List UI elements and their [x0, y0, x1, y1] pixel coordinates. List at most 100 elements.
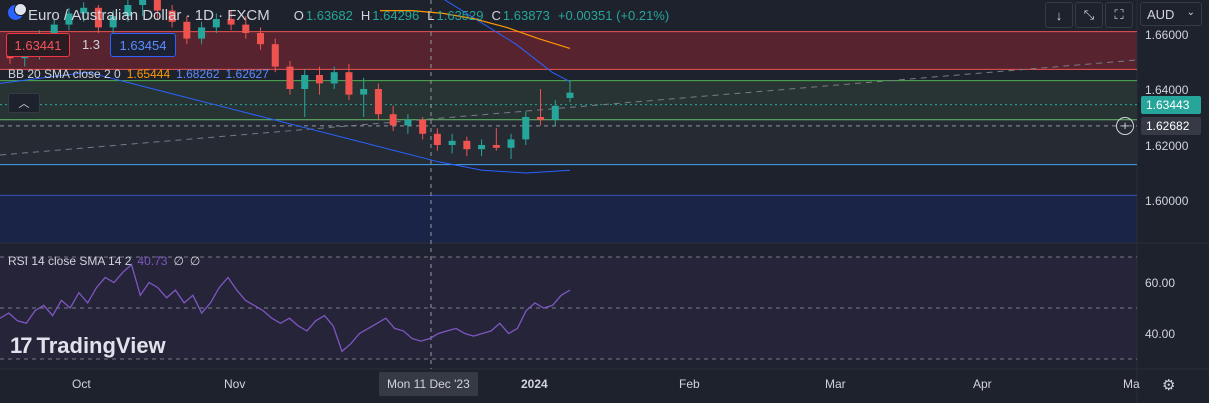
- candle-body: [478, 145, 486, 150]
- candle-body: [94, 7, 102, 28]
- time-label: Apr: [973, 377, 992, 391]
- currency-select[interactable]: AUD ⌄: [1140, 2, 1202, 26]
- mid-zone-band: [0, 119, 1137, 165]
- aud-flag-icon: [14, 3, 27, 16]
- bb-lower-value: 1.62627: [225, 67, 269, 81]
- candle-body: [463, 140, 471, 150]
- candle-body: [139, 0, 147, 5]
- time-label: Oct: [72, 377, 91, 391]
- rsi-extra-1: ∅: [173, 254, 184, 268]
- collapse-legend-button[interactable]: ︿: [8, 93, 40, 113]
- hold-zone-band: [0, 80, 1137, 120]
- ohlc-value: 1.63682: [305, 7, 353, 23]
- gear-icon[interactable]: ⚙: [1162, 377, 1176, 394]
- candle-body: [50, 24, 58, 33]
- fullscreen-button[interactable]: ⤡: [1075, 2, 1103, 28]
- price-tick: 1.62000: [1145, 139, 1189, 153]
- crosshair-price-label: 1.62682: [1141, 117, 1201, 135]
- rsi-tick: 60.00: [1145, 276, 1176, 290]
- candle-body: [183, 21, 191, 39]
- ohlc-key: O: [293, 7, 304, 23]
- candle-body: [404, 119, 412, 126]
- candle-body: [198, 27, 206, 39]
- scroll-down-button[interactable]: ↓: [1045, 2, 1073, 28]
- chevron-up-icon: ︿: [18, 98, 30, 110]
- time-label: Mar: [825, 377, 846, 391]
- bb-upper-line: [444, 0, 571, 83]
- screenshot-button[interactable]: ⛶: [1105, 2, 1133, 28]
- candle-body: [345, 72, 353, 95]
- candle-body: [448, 140, 456, 145]
- arrow-down-icon: ↓: [1055, 7, 1063, 23]
- candle-body: [65, 13, 73, 25]
- spread-value: 1.3: [81, 36, 101, 52]
- price-change: +0.00351 (+0.21%): [557, 7, 670, 23]
- buy-zone-band: [0, 195, 1137, 243]
- bb-legend[interactable]: BB 20 SMA close 2 0 1.65444 1.68262 1.62…: [8, 67, 269, 81]
- time-label: Feb: [679, 377, 700, 391]
- candle-body: [109, 16, 117, 28]
- currency-label: AUD: [1147, 6, 1175, 22]
- candle-body: [124, 5, 132, 17]
- candle-body: [227, 19, 235, 25]
- symbol-header: Euro / Australian Dollar · 1D · FXCM O 1.…: [8, 4, 669, 26]
- buy-button[interactable]: 1.63454: [110, 33, 176, 57]
- candle-body: [433, 133, 441, 145]
- candle-body: [374, 89, 382, 115]
- brand-name: TradingView: [36, 333, 166, 358]
- symbol-title[interactable]: Euro / Australian Dollar · 1D · FXCM: [28, 6, 270, 24]
- last-price-label: 1.63443: [1141, 96, 1201, 114]
- candle-body: [522, 117, 530, 140]
- rsi-name: RSI 14 close SMA 14 2: [8, 254, 132, 268]
- candle-body: [507, 139, 515, 148]
- candle-body: [566, 92, 574, 98]
- bb-basis-line: [380, 10, 571, 49]
- chevron-down-icon: ⌄: [1186, 7, 1195, 18]
- expand-icon: ⤡: [1083, 7, 1095, 22]
- ohlc-key: C: [491, 7, 501, 23]
- candle-body: [242, 24, 250, 33]
- time-label: Nov: [224, 377, 246, 391]
- rsi-extra-2: ∅: [189, 254, 201, 268]
- candle-body: [257, 33, 265, 45]
- trend-line: [0, 59, 1138, 156]
- candle-body: [271, 44, 279, 67]
- candle-body: [212, 19, 220, 28]
- rsi-line: [0, 263, 571, 353]
- candle-body: [301, 75, 309, 89]
- ohlc-values: O 1.63682 H 1.64296 L 1.63529 C 1.63873 +0.0…: [294, 8, 669, 23]
- candle-body: [360, 89, 368, 95]
- price-tick: 1.60000: [1145, 194, 1189, 208]
- candle-body: [153, 0, 161, 11]
- time-label: Ma: [1123, 377, 1140, 391]
- candle-body: [419, 119, 427, 134]
- candle-body: [551, 105, 559, 120]
- candle-body: [286, 66, 294, 89]
- price-tick: 1.64000: [1145, 83, 1189, 97]
- tradingview-mark-icon: 17: [10, 333, 33, 358]
- bb-upper-value: 1.68262: [176, 67, 220, 81]
- candle-body: [168, 10, 176, 22]
- tradingview-logo[interactable]: 17 TradingView: [10, 333, 166, 359]
- price-tick: 1.66000: [1145, 28, 1189, 42]
- candle-body: [330, 72, 338, 84]
- rsi-legend[interactable]: RSI 14 close SMA 14 2 40.73 ∅ ∅: [8, 254, 200, 268]
- candle-body: [315, 75, 323, 84]
- rsi-tick: 40.00: [1145, 327, 1176, 341]
- bb-name: BB 20 SMA close 2 0: [8, 67, 121, 81]
- ohlc-key: H: [360, 7, 371, 23]
- bb-basis-value: 1.65444: [126, 67, 171, 81]
- ohlc-value: 1.64296: [372, 7, 420, 23]
- ohlc-value: 1.63873: [502, 7, 550, 23]
- time-label: 2024: [521, 377, 548, 391]
- candle-body: [389, 114, 397, 126]
- candle-body: [80, 7, 88, 14]
- candle-body: [492, 145, 500, 148]
- sell-button[interactable]: 1.63441: [6, 33, 70, 57]
- frame-icon: ⛶: [1114, 7, 1124, 22]
- crosshair-time-label: Mon 11 Dec '23: [379, 372, 478, 396]
- add-alert-plus-icon[interactable]: +: [1116, 117, 1134, 135]
- ohlc-key: L: [427, 7, 435, 23]
